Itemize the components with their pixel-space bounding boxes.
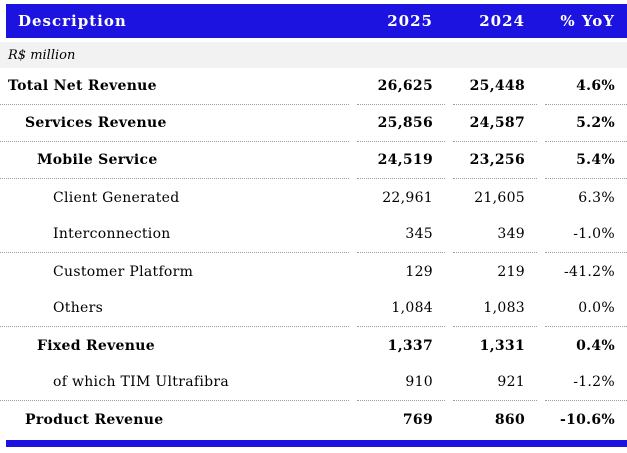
value-2025: 24,519 bbox=[357, 142, 445, 179]
value-2025: 1,337 bbox=[387, 337, 433, 354]
value-yoy: 0.0% bbox=[545, 290, 627, 327]
table-row: Total Net Revenue 26,625 25,448 4.6% bbox=[0, 68, 627, 105]
header-description: Description bbox=[18, 12, 127, 30]
value-2024: 1,331 bbox=[479, 337, 525, 354]
table-row: Customer Platform 129 219 -41.2% bbox=[0, 253, 627, 290]
header-yoy: % YoY bbox=[560, 12, 615, 30]
value-2024: 23,256 bbox=[453, 142, 537, 179]
row-label: Customer Platform bbox=[53, 263, 194, 280]
header-2024: 2024 bbox=[479, 12, 525, 30]
row-label: Interconnection bbox=[0, 216, 349, 253]
value-yoy: 6.3% bbox=[578, 189, 615, 206]
value-2025: 769 bbox=[402, 411, 433, 428]
table-row: Services Revenue 25,856 24,587 5.2% bbox=[0, 105, 627, 142]
value-2024: 21,605 bbox=[474, 189, 525, 206]
value-2024: 1,083 bbox=[453, 290, 537, 327]
value-yoy: -41.2% bbox=[563, 263, 615, 280]
value-2024: 24,587 bbox=[453, 105, 537, 142]
value-2024: 860 bbox=[494, 411, 525, 428]
row-label: Fixed Revenue bbox=[37, 337, 155, 354]
value-2024: 349 bbox=[453, 216, 537, 253]
value-yoy: 4.6% bbox=[545, 68, 627, 105]
value-yoy: -1.2% bbox=[545, 364, 627, 401]
value-yoy: -10.6% bbox=[559, 411, 615, 428]
row-label: Services Revenue bbox=[0, 105, 349, 142]
value-yoy: 0.4% bbox=[576, 337, 615, 354]
value-yoy: -1.0% bbox=[545, 216, 627, 253]
value-2025: 1,084 bbox=[357, 290, 445, 327]
value-2025: 26,625 bbox=[357, 68, 445, 105]
row-label: Product Revenue bbox=[25, 411, 164, 428]
table-row: of which TIM Ultrafibra 910 921 -1.2% bbox=[0, 364, 627, 401]
table-header-row: Description 2025 2024 % YoY bbox=[6, 4, 627, 38]
row-label: Client Generated bbox=[53, 189, 180, 206]
table-body: Total Net Revenue 26,625 25,448 4.6% Service… bbox=[0, 68, 627, 438]
header-2025: 2025 bbox=[387, 12, 433, 30]
value-2025: 22,961 bbox=[382, 189, 433, 206]
table-row: Others 1,084 1,083 0.0% bbox=[0, 290, 627, 327]
table-row: Client Generated 22,961 21,605 6.3% bbox=[0, 179, 627, 216]
value-2025: 345 bbox=[357, 216, 445, 253]
value-2024: 921 bbox=[453, 364, 537, 401]
table-row: Mobile Service 24,519 23,256 5.4% bbox=[0, 142, 627, 179]
row-label: Mobile Service bbox=[0, 142, 349, 179]
row-label: Others bbox=[0, 290, 349, 327]
row-label: of which TIM Ultrafibra bbox=[0, 364, 349, 401]
table-row: Fixed Revenue 1,337 1,331 0.4% bbox=[0, 327, 627, 364]
unit-note-row: R$ million bbox=[0, 42, 627, 68]
value-2025: 910 bbox=[357, 364, 445, 401]
value-2025: 25,856 bbox=[357, 105, 445, 142]
bottom-accent-bar bbox=[6, 440, 627, 447]
value-2024: 219 bbox=[497, 263, 525, 280]
table-row: Interconnection 345 349 -1.0% bbox=[0, 216, 627, 253]
value-2025: 129 bbox=[405, 263, 433, 280]
value-2024: 25,448 bbox=[453, 68, 537, 105]
value-yoy: 5.4% bbox=[545, 142, 627, 179]
value-yoy: 5.2% bbox=[545, 105, 627, 142]
table-row: Product Revenue 769 860 -10.6% bbox=[0, 401, 627, 438]
unit-note-label: R$ million bbox=[8, 47, 76, 63]
row-label: Total Net Revenue bbox=[0, 68, 349, 105]
